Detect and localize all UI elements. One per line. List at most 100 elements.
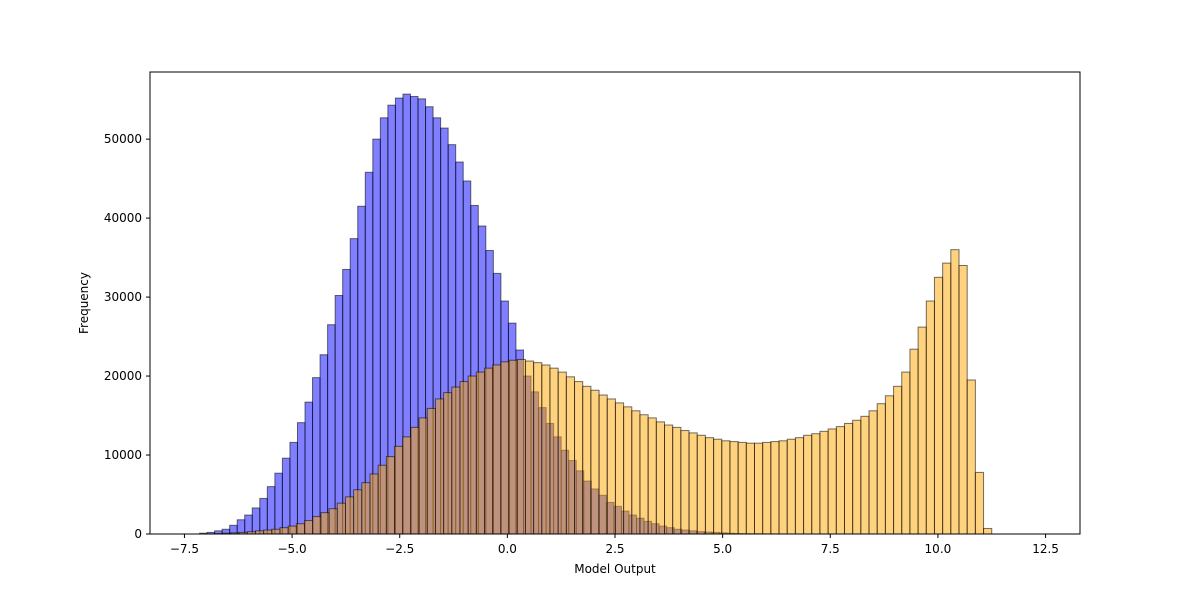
histogram-bar-series-2 — [934, 277, 942, 534]
histogram-bar-series-2 — [550, 368, 558, 534]
histogram-bar-series-2 — [812, 434, 820, 534]
histogram-bar-series-1 — [343, 269, 351, 534]
histogram-bar-series-1 — [267, 487, 275, 534]
histogram-bar-series-2 — [926, 301, 934, 534]
histogram-bar-series-2 — [419, 418, 427, 534]
histogram-bar-series-2 — [329, 509, 337, 534]
histogram-bar-series-2 — [722, 441, 730, 534]
histogram-bar-series-2 — [435, 399, 443, 534]
histogram-bar-series-2 — [583, 386, 591, 534]
histogram-bar-series-2 — [632, 411, 640, 534]
histogram-bar-series-2 — [558, 372, 566, 534]
histogram-bar-series-2 — [288, 526, 296, 534]
histogram-bar-series-2 — [354, 490, 362, 534]
histogram-bar-series-2 — [386, 457, 394, 534]
histogram-bar-series-2 — [804, 435, 812, 534]
x-tick-label: 5.0 — [713, 542, 732, 556]
histogram-bar-series-2 — [665, 425, 673, 534]
y-tick-label: 20000 — [104, 369, 142, 383]
histogram-bar-series-2 — [542, 365, 550, 534]
histogram-bar-series-1 — [328, 325, 336, 534]
histogram-bar-series-2 — [575, 382, 583, 534]
histogram-bar-series-1 — [275, 473, 283, 534]
histogram-bar-series-1 — [237, 520, 245, 534]
histogram-bar-series-2 — [280, 528, 288, 534]
histogram-bar-series-2 — [656, 422, 664, 534]
histogram-bar-series-2 — [820, 431, 828, 534]
histogram-bar-series-2 — [853, 420, 861, 534]
histogram-bar-series-2 — [501, 362, 509, 534]
histogram-bar-series-2 — [345, 497, 353, 534]
histogram-bar-series-2 — [599, 395, 607, 534]
histogram-bar-series-2 — [681, 431, 689, 534]
histogram-bar-series-1 — [297, 423, 305, 534]
histogram-bar-series-2 — [738, 442, 746, 534]
histogram-bar-series-2 — [509, 360, 517, 534]
histogram-bar-series-2 — [296, 524, 304, 534]
histogram-bar-series-2 — [403, 437, 411, 534]
histogram-bar-series-2 — [771, 442, 779, 534]
histogram-bar-series-2 — [943, 263, 951, 534]
x-tick-label: −5.0 — [278, 542, 307, 556]
histogram-bar-series-2 — [313, 517, 321, 534]
histogram-bar-series-2 — [378, 465, 386, 534]
histogram-bar-series-2 — [337, 503, 345, 534]
histogram-bar-series-2 — [566, 377, 574, 534]
x-tick-label: 2.5 — [605, 542, 624, 556]
x-axis-label: Model Output — [574, 562, 656, 576]
histogram-bar-series-2 — [746, 443, 754, 534]
histogram-bar-series-2 — [460, 382, 468, 534]
y-tick-label: 40000 — [104, 211, 142, 225]
histogram-bar-series-2 — [468, 376, 476, 534]
histogram-bar-series-2 — [779, 441, 787, 534]
histogram-bar-series-2 — [607, 399, 615, 534]
histogram-bar-series-2 — [427, 408, 435, 534]
histogram-bar-series-2 — [730, 442, 738, 534]
histogram-bar-series-2 — [861, 416, 869, 534]
histogram-bar-series-2 — [305, 521, 313, 534]
x-tick-label: 12.5 — [1032, 542, 1059, 556]
histogram-bar-series-2 — [959, 265, 967, 534]
histogram-bar-series-2 — [624, 407, 632, 534]
y-tick-label: 30000 — [104, 290, 142, 304]
histogram-bar-series-1 — [290, 442, 298, 534]
histogram-bar-series-2 — [411, 427, 419, 534]
histogram-bar-series-2 — [869, 411, 877, 534]
histogram-bar-series-2 — [517, 359, 525, 534]
histogram-bar-series-1 — [313, 378, 321, 534]
x-tick-label: 0.0 — [498, 542, 517, 556]
bars-layer — [200, 94, 992, 534]
histogram-bar-series-2 — [975, 472, 983, 534]
histogram-bar-series-2 — [525, 361, 533, 534]
x-tick-label: 10.0 — [925, 542, 952, 556]
histogram-bar-series-2 — [755, 443, 763, 534]
x-tick-label: 7.5 — [821, 542, 840, 556]
histogram-bar-series-2 — [918, 327, 926, 534]
histogram-bar-series-2 — [534, 363, 542, 534]
histogram-bar-series-2 — [689, 433, 697, 534]
histogram-bar-series-2 — [697, 435, 705, 534]
histogram-bar-series-2 — [787, 439, 795, 534]
histogram-bar-series-2 — [795, 438, 803, 534]
histogram-bar-series-2 — [321, 513, 329, 534]
histogram-bar-series-2 — [648, 418, 656, 534]
histogram-bar-series-2 — [763, 442, 771, 534]
histogram-bar-series-2 — [370, 474, 378, 534]
histogram-bar-series-2 — [615, 403, 623, 534]
histogram-bar-series-2 — [485, 368, 493, 534]
histogram-bar-series-2 — [828, 429, 836, 534]
histogram-bar-series-2 — [714, 439, 722, 534]
histogram-bar-series-1 — [260, 498, 268, 534]
histogram-bar-series-2 — [264, 530, 272, 534]
histogram-bar-series-2 — [493, 365, 501, 534]
histogram-bar-series-1 — [335, 296, 343, 535]
histogram-bar-series-2 — [476, 372, 484, 534]
y-tick-label: 50000 — [104, 132, 142, 146]
histogram-bar-series-2 — [444, 393, 452, 534]
histogram-bar-series-2 — [362, 483, 370, 534]
histogram-bar-series-2 — [877, 404, 885, 534]
histogram-bar-series-1 — [320, 355, 328, 534]
